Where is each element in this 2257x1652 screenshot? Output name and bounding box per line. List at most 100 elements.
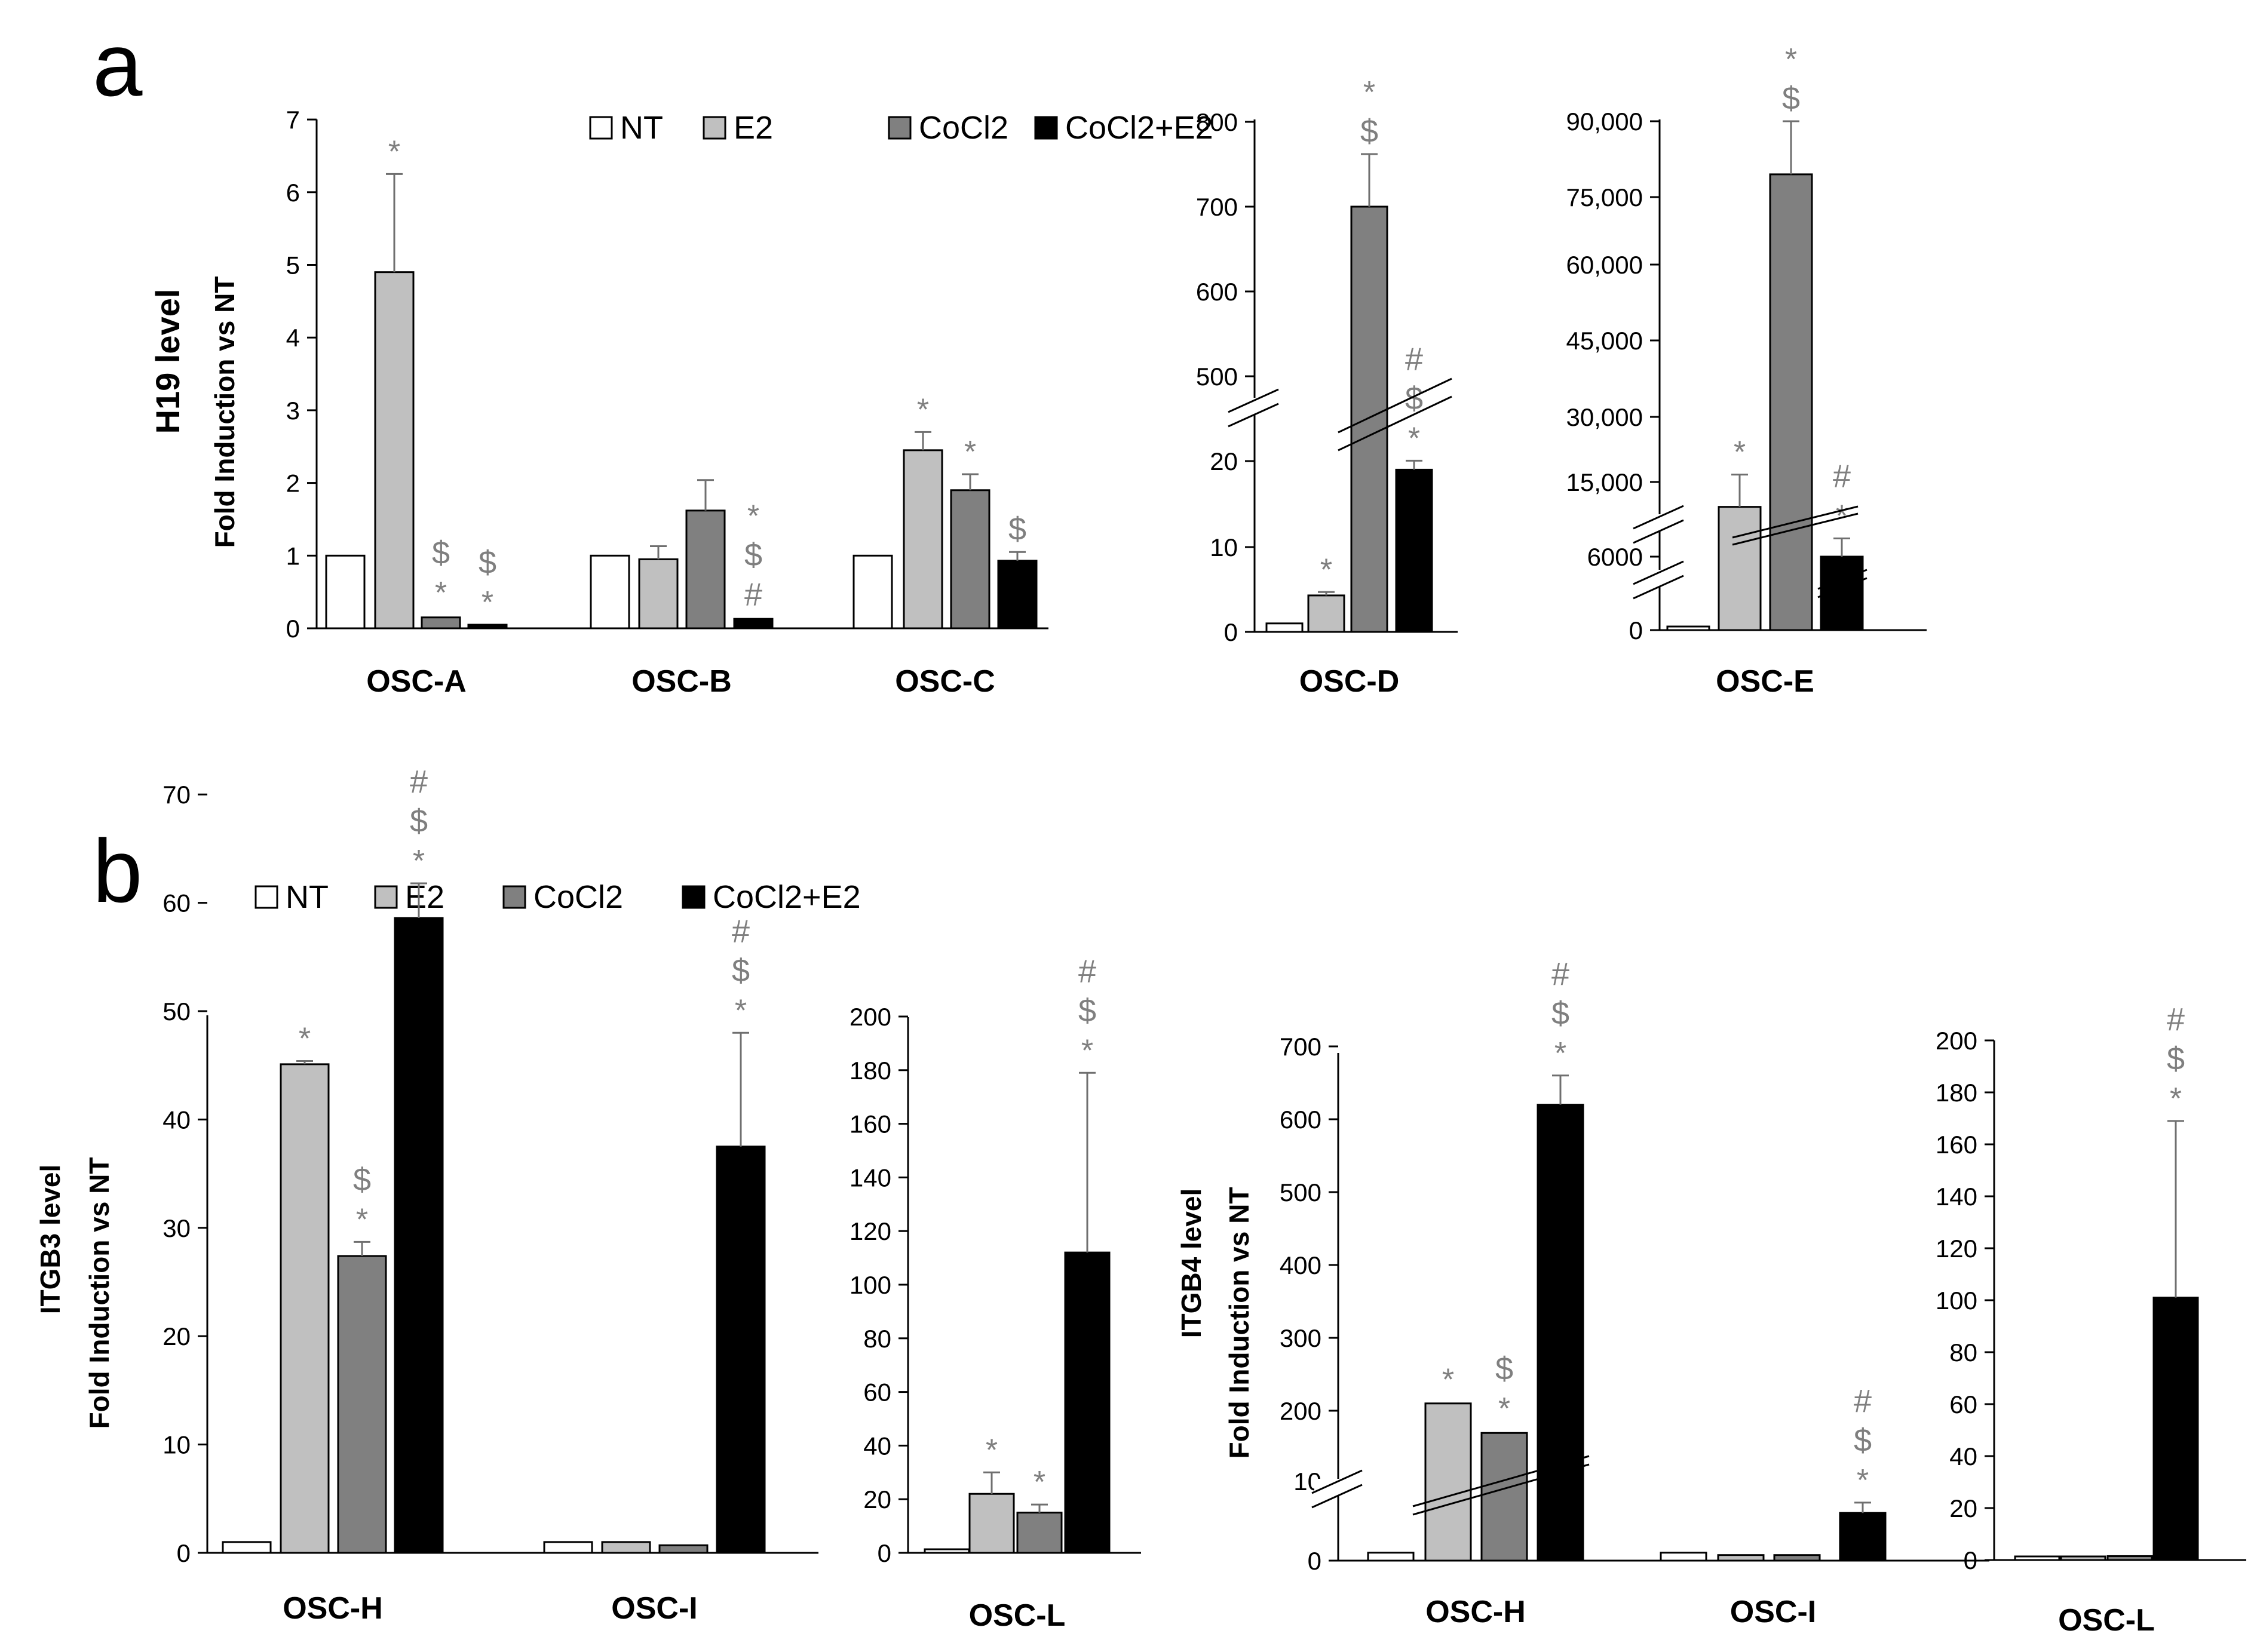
bar-b3-OSC-H-NT xyxy=(1367,1552,1415,1562)
chart-b4: 0 20 40 60 80 100 120 140 160 180 200 # $ * OSC-L xyxy=(1936,1002,2246,1638)
significance-marker-a1: * xyxy=(388,134,400,169)
y-tick-label-a1: 0 xyxy=(286,615,300,643)
bar-b4-OSC-L-CoCl2 xyxy=(2106,1555,2153,1561)
y-tick-label-b4: 20 xyxy=(1949,1494,1977,1522)
y-tick-label-a3: 0 xyxy=(1629,616,1643,644)
y-tick-label-b1: 70 xyxy=(162,781,191,809)
significance-marker-a1: $ xyxy=(432,535,450,571)
bar-break-a2 xyxy=(1338,395,1452,452)
significance-marker-a3: * xyxy=(1836,499,1848,533)
axis-break-a3 xyxy=(1633,505,1684,530)
significance-marker-b3: # xyxy=(1551,956,1569,992)
group-label-b4: OSC-L xyxy=(2058,1603,2155,1638)
bar-b4-OSC-L-CoCl2+E2 xyxy=(2152,1297,2199,1561)
axis-break-a3 xyxy=(1633,519,1684,544)
y-tick-label-a3: 75,000 xyxy=(1566,183,1643,211)
legend-swatch-E2 xyxy=(374,885,398,909)
y-tick-label-b2: 140 xyxy=(850,1163,891,1192)
group-label-a2: OSC-D xyxy=(1299,664,1400,699)
y-tick-label-b2: 160 xyxy=(850,1110,891,1138)
y-tick-label-b3: 0 xyxy=(1308,1547,1321,1575)
chart-b2: 0 20 40 60 80 100 120 140 160 180 200 * * # $ * OSC-L xyxy=(850,953,1141,1633)
bar-a1-OSC-B-CoCl2 xyxy=(685,509,726,630)
y-tick-label-b2: 80 xyxy=(863,1325,891,1353)
y-tick-label-b1: 20 xyxy=(162,1322,191,1350)
y-tick-label-a1: 2 xyxy=(286,469,300,498)
bar-a1-OSC-A-NT xyxy=(325,554,366,630)
axis-break-a3 xyxy=(1633,560,1684,585)
bar-b3-OSC-I-CoCl2+E2 xyxy=(1839,1512,1887,1562)
legend-swatch-CoCl2-E2 xyxy=(1034,116,1058,140)
significance-marker-a3: * xyxy=(1785,42,1797,77)
bar-a1-OSC-B-E2 xyxy=(638,558,679,630)
itgb4-ylabel: Fold Induction vs NT xyxy=(1223,1187,1255,1459)
significance-marker-b1: $ xyxy=(732,953,750,988)
group-label-a1: OSC-B xyxy=(631,664,732,699)
bar-break-a3 xyxy=(1732,505,1859,539)
legend-a: NT E2 CoCl2 CoCl2+E2 xyxy=(589,110,1213,146)
significance-marker-a1: * xyxy=(747,499,759,534)
significance-marker-a1: * xyxy=(435,576,447,610)
y-tick-label-b1: 30 xyxy=(162,1214,191,1242)
y-tick-label-b3: 700 xyxy=(1280,1033,1321,1061)
legend-label-E2: E2 xyxy=(734,110,773,146)
legend-swatch-NT xyxy=(589,116,613,140)
y-tick-label-b2: 200 xyxy=(850,1003,891,1031)
significance-marker-a1: # xyxy=(744,577,762,613)
bar-a2-OSC-D-CoCl2+E2 xyxy=(1395,468,1433,633)
significance-marker-a1: * xyxy=(482,585,493,620)
group-label-b3: OSC-I xyxy=(1730,1595,1816,1629)
group-label-a1: OSC-A xyxy=(366,664,467,699)
bar-b3-OSC-H-CoCl2+E2 xyxy=(1537,1104,1584,1562)
significance-marker-b3: * xyxy=(1442,1362,1454,1397)
y-tick-label-a3: 6000 xyxy=(1587,543,1643,571)
bar-b1-OSC-H-CoCl2+E2 xyxy=(394,917,444,1554)
bar-b2-OSC-L-NT xyxy=(924,1548,970,1554)
significance-marker-b2: * xyxy=(986,1433,998,1467)
y-tick-label-a3: 45,000 xyxy=(1566,327,1643,355)
y-tick-label-b2: 20 xyxy=(863,1485,891,1513)
significance-marker-b3: * xyxy=(1857,1463,1869,1498)
significance-marker-b4: $ xyxy=(2167,1041,2185,1077)
significance-marker-b3: $ xyxy=(1551,996,1569,1031)
y-tick-label-a2: 20 xyxy=(1210,447,1238,475)
y-tick-label-a3: 30,000 xyxy=(1566,403,1643,431)
bar-b1-OSC-H-E2 xyxy=(280,1063,330,1554)
significance-marker-b4: # xyxy=(2167,1002,2185,1037)
bar-b3-OSC-I-CoCl2 xyxy=(1773,1554,1821,1562)
bar-b1-OSC-I-CoCl2 xyxy=(658,1544,709,1554)
chart-a3: 0 6000 15,000 30,000 45,000 60,000 75,000 90,00… xyxy=(1566,42,1927,699)
bar-a3-OSC-E-CoCl2 xyxy=(1769,173,1813,631)
legend-swatch-CoCl2-E2 xyxy=(682,885,706,909)
group-label-b2: OSC-L xyxy=(969,1598,1066,1633)
y-tick-label-b4: 60 xyxy=(1949,1390,1977,1418)
y-tick-label-a2: 700 xyxy=(1196,193,1238,221)
bar-b3-OSC-I-NT xyxy=(1660,1552,1707,1562)
legend-swatch-CoCl2 xyxy=(502,885,526,909)
y-tick-label-b3: 600 xyxy=(1280,1106,1321,1134)
significance-marker-a1: $ xyxy=(744,538,762,573)
significance-marker-b4: * xyxy=(2170,1082,2182,1116)
significance-marker-a2: * xyxy=(1320,552,1332,587)
significance-marker-b1: * xyxy=(413,844,425,879)
legend-b: NT E2 CoCl2 CoCl2+E2 xyxy=(254,879,861,915)
significance-marker-b3: * xyxy=(1554,1036,1566,1071)
bar-break-a2 xyxy=(1338,377,1452,434)
bar-b2-OSC-L-CoCl2+E2 xyxy=(1064,1251,1111,1554)
group-label-b1: OSC-H xyxy=(283,1591,383,1626)
significance-marker-a3: # xyxy=(1833,458,1851,494)
significance-marker-a3: $ xyxy=(1782,81,1800,116)
significance-marker-b3: $ xyxy=(1854,1423,1872,1458)
itgb3-title: ITGB3 level xyxy=(35,1165,66,1315)
legend-label-CoCl2-E2: CoCl2+E2 xyxy=(713,879,861,915)
bar-break-a3 xyxy=(1817,577,1867,598)
bar-break-a3 xyxy=(1732,512,1859,546)
bar-a3-OSC-E-E2 xyxy=(1718,506,1762,631)
y-tick-label-b4: 180 xyxy=(1936,1079,1977,1107)
y-tick-label-b3: 300 xyxy=(1280,1324,1321,1352)
axis-break-a2 xyxy=(1228,388,1279,413)
y-tick-label-b2: 100 xyxy=(850,1271,891,1299)
